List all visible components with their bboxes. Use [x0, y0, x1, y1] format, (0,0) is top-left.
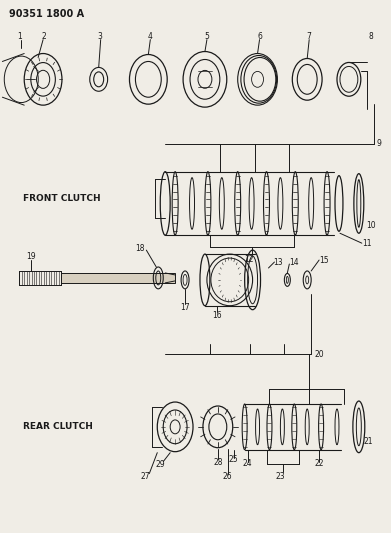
Text: 6: 6 [257, 32, 262, 41]
Text: 8: 8 [369, 32, 373, 41]
Text: FRONT CLUTCH: FRONT CLUTCH [23, 194, 101, 203]
Text: 18: 18 [136, 244, 145, 253]
Text: 14: 14 [289, 257, 299, 266]
Text: 5: 5 [204, 32, 209, 41]
Text: 2: 2 [42, 32, 47, 41]
Text: 26: 26 [223, 472, 233, 481]
Text: 27: 27 [140, 472, 150, 481]
Text: 17: 17 [180, 303, 190, 312]
Text: 11: 11 [362, 239, 371, 248]
Text: 28: 28 [213, 458, 222, 467]
Text: 7: 7 [307, 32, 312, 41]
Bar [61, 273, 175, 283]
Text: 10: 10 [366, 221, 375, 230]
Text: 12: 12 [244, 255, 253, 263]
Text: 1: 1 [17, 32, 22, 41]
Text: 15: 15 [319, 255, 329, 264]
Text: 13: 13 [273, 257, 283, 266]
Text: 90351 1800 A: 90351 1800 A [9, 9, 84, 19]
Text: 9: 9 [377, 139, 382, 148]
Text: 29: 29 [156, 460, 165, 469]
Text: 25: 25 [229, 455, 239, 464]
Text: 19: 19 [26, 252, 36, 261]
Text: 23: 23 [276, 472, 285, 481]
Text: 16: 16 [212, 311, 222, 320]
Text: 20: 20 [314, 350, 324, 359]
Text: 4: 4 [148, 32, 153, 41]
Text: 22: 22 [314, 459, 324, 468]
Text: 21: 21 [364, 437, 373, 446]
Text: 24: 24 [243, 459, 253, 468]
Text: REAR CLUTCH: REAR CLUTCH [23, 422, 93, 431]
Text: 3: 3 [97, 32, 102, 41]
